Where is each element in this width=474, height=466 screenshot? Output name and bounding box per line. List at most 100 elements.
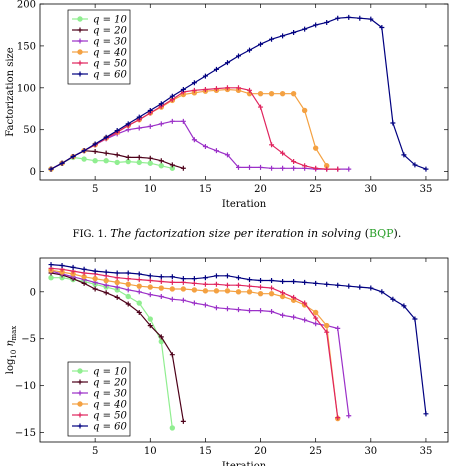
data-point bbox=[169, 352, 175, 358]
data-point bbox=[103, 269, 109, 275]
data-point bbox=[147, 160, 153, 166]
legend-label: q = 50 bbox=[93, 411, 128, 422]
data-point bbox=[268, 90, 275, 97]
data-point bbox=[280, 165, 286, 171]
data-point bbox=[136, 277, 142, 283]
data-point bbox=[125, 270, 131, 276]
data-point bbox=[280, 33, 286, 39]
data-point bbox=[158, 274, 164, 280]
caption-ref-link[interactable]: BQP bbox=[369, 227, 394, 240]
data-point bbox=[257, 90, 264, 97]
data-point bbox=[92, 141, 98, 147]
data-point bbox=[114, 159, 120, 166]
x-tick-label: 10 bbox=[144, 446, 157, 457]
data-point bbox=[169, 93, 175, 99]
data-point bbox=[48, 262, 54, 268]
data-point bbox=[191, 87, 197, 93]
data-point bbox=[191, 287, 198, 293]
legend-label: q = 40 bbox=[93, 400, 128, 411]
data-point bbox=[368, 16, 374, 22]
legend-item: q = 20 bbox=[72, 378, 128, 389]
data-point bbox=[302, 279, 308, 285]
series-line bbox=[50, 270, 350, 416]
data-point bbox=[280, 312, 286, 318]
data-point bbox=[423, 411, 429, 417]
data-point bbox=[423, 166, 429, 172]
series-q50 bbox=[48, 265, 341, 421]
legend-item: q = 50 bbox=[72, 59, 128, 70]
data-point bbox=[48, 166, 54, 172]
data-point bbox=[136, 300, 142, 306]
series-q60 bbox=[48, 14, 429, 172]
data-point bbox=[269, 278, 275, 284]
data-point bbox=[301, 107, 308, 114]
data-point bbox=[313, 280, 319, 286]
data-point bbox=[125, 154, 131, 160]
data-point bbox=[279, 90, 286, 97]
data-point bbox=[136, 159, 142, 166]
data-point bbox=[324, 19, 330, 25]
x-tick-label: 15 bbox=[199, 446, 212, 457]
data-point bbox=[114, 284, 120, 290]
data-point bbox=[247, 277, 253, 283]
caption-label: FIG. 1. bbox=[73, 229, 111, 240]
data-point bbox=[180, 297, 186, 303]
data-point bbox=[114, 279, 120, 286]
data-point bbox=[169, 286, 176, 292]
caption-ref-close: ). bbox=[394, 227, 402, 240]
data-point bbox=[77, 27, 83, 33]
data-point bbox=[180, 286, 187, 292]
legend-item: q = 40 bbox=[72, 48, 128, 59]
x-tick-label: 25 bbox=[309, 184, 322, 195]
data-point bbox=[136, 283, 142, 289]
data-point bbox=[291, 159, 297, 165]
data-point bbox=[357, 15, 363, 21]
data-point bbox=[147, 155, 153, 161]
data-point bbox=[103, 150, 109, 156]
x-tick-label: 20 bbox=[254, 446, 267, 457]
x-axis-label: Iteration bbox=[222, 199, 267, 210]
data-point bbox=[202, 302, 208, 308]
data-point bbox=[312, 145, 319, 151]
data-point bbox=[346, 413, 352, 419]
x-tick-label: 20 bbox=[254, 184, 267, 195]
series-q60 bbox=[48, 262, 429, 417]
figure-caption: FIG. 1. The factorization size per itera… bbox=[73, 227, 402, 240]
data-point bbox=[158, 121, 164, 127]
data-point bbox=[59, 263, 65, 269]
data-point bbox=[92, 286, 98, 292]
data-point bbox=[235, 289, 242, 295]
data-point bbox=[202, 143, 208, 149]
data-point bbox=[269, 309, 275, 315]
data-point bbox=[291, 29, 297, 35]
data-point bbox=[235, 85, 241, 91]
data-point bbox=[147, 323, 153, 329]
series-q10 bbox=[48, 154, 176, 172]
data-point bbox=[77, 49, 83, 55]
data-point bbox=[213, 288, 220, 294]
data-point bbox=[169, 279, 175, 285]
data-point bbox=[158, 293, 164, 299]
data-point bbox=[77, 401, 83, 407]
data-point bbox=[191, 276, 197, 282]
data-point bbox=[81, 148, 87, 154]
data-point bbox=[324, 281, 330, 287]
data-point bbox=[158, 101, 164, 107]
data-point bbox=[390, 120, 396, 126]
data-point bbox=[280, 278, 286, 284]
data-point bbox=[335, 325, 341, 331]
series-line bbox=[50, 87, 338, 170]
data-point bbox=[302, 26, 308, 32]
y-tick-label: 0 bbox=[30, 287, 36, 298]
data-point bbox=[77, 60, 83, 66]
data-point bbox=[224, 85, 230, 91]
y-tick-label: 0 bbox=[30, 167, 36, 178]
data-point bbox=[213, 273, 219, 279]
y-tick-label: −15 bbox=[15, 428, 36, 439]
data-point bbox=[136, 125, 142, 131]
data-point bbox=[258, 104, 264, 110]
data-point bbox=[147, 107, 153, 113]
data-point bbox=[158, 278, 164, 284]
data-point bbox=[280, 150, 286, 156]
